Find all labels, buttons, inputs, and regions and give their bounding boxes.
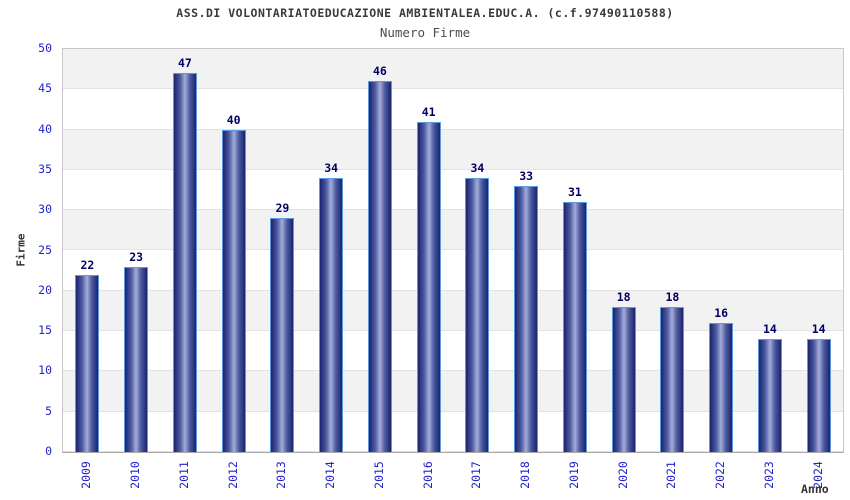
- x-tick-label-2013: 2013: [274, 461, 289, 489]
- bar-value-label: 23: [129, 249, 144, 264]
- bar-value-label: 47: [177, 56, 192, 71]
- x-axis-title: Anno: [801, 482, 829, 496]
- bar-2015: [367, 81, 392, 452]
- y-tick-label: 15: [38, 323, 52, 338]
- y-tick-label: 30: [38, 202, 52, 217]
- x-tick-label-2015: 2015: [371, 461, 386, 489]
- bar-2020: [611, 306, 636, 452]
- x-tick-label-2021: 2021: [664, 461, 679, 489]
- bar-2019: [562, 202, 587, 452]
- x-tick-label-2020: 2020: [615, 461, 630, 489]
- x-tick-label-2022: 2022: [713, 461, 728, 489]
- y-tick-label: 10: [38, 363, 52, 378]
- x-tick-label-2014: 2014: [323, 461, 338, 489]
- chart-subtitle: Numero Firme: [379, 25, 471, 40]
- x-tick-label-2019: 2019: [566, 461, 581, 489]
- bar-value-label: 40: [226, 112, 241, 127]
- bar-value-label: 33: [519, 169, 534, 184]
- y-tick-label: 5: [45, 403, 52, 418]
- y-tick-label: 35: [38, 161, 52, 176]
- y-tick-label: 20: [38, 282, 52, 297]
- bar-value-label: 29: [275, 201, 290, 216]
- bar-2012: [221, 129, 246, 452]
- bar-value-label: 41: [421, 104, 436, 119]
- chart-title: ASS.DI VOLONTARIATOEDUCAZIONE AMBIENTALE…: [176, 6, 674, 20]
- bar-2021: [660, 306, 685, 452]
- x-tick-label-2009: 2009: [79, 461, 94, 489]
- y-tick-label: 40: [38, 121, 52, 136]
- y-tick-label: 0: [45, 444, 52, 458]
- bar-value-label: 14: [762, 322, 777, 337]
- x-tick-label-2010: 2010: [128, 461, 143, 489]
- bar-2013: [270, 218, 295, 452]
- bar-value-label: 14: [811, 322, 826, 337]
- bar-value-label: 34: [324, 160, 339, 175]
- plot-area: 22 23 47 40 29 34 46 41 34 33 31 18 18 16 14 14: [62, 48, 844, 453]
- bar-value-label: 22: [80, 257, 95, 272]
- bar-value-label: 34: [470, 160, 485, 175]
- bar-2017: [465, 177, 490, 452]
- bar-value-label: 16: [714, 306, 729, 321]
- bar-2016: [416, 121, 441, 452]
- y-tick-label: 50: [38, 41, 52, 55]
- bar-2024: [806, 339, 831, 452]
- bar-value-label: 18: [616, 289, 631, 304]
- bar-2011: [172, 73, 197, 452]
- x-tick-label-2012: 2012: [225, 461, 240, 489]
- x-tick-label-2017: 2017: [469, 461, 484, 489]
- bar-2022: [709, 323, 734, 452]
- y-tick-label: 25: [38, 242, 52, 257]
- y-tick-label: 45: [38, 81, 52, 96]
- bar-value-label: 18: [665, 289, 680, 304]
- bar-2009: [75, 274, 100, 452]
- x-tick-label-2016: 2016: [420, 461, 435, 489]
- bar-value-label: 31: [567, 185, 582, 200]
- bar-2010: [124, 266, 149, 452]
- x-tick-label-2011: 2011: [176, 461, 191, 489]
- x-tick-label-2018: 2018: [518, 461, 533, 489]
- bar-2018: [514, 186, 539, 452]
- bar-value-label: 46: [372, 64, 387, 79]
- bar-2023: [757, 339, 782, 452]
- bar-2014: [319, 177, 344, 452]
- x-tick-label-2023: 2023: [761, 461, 776, 489]
